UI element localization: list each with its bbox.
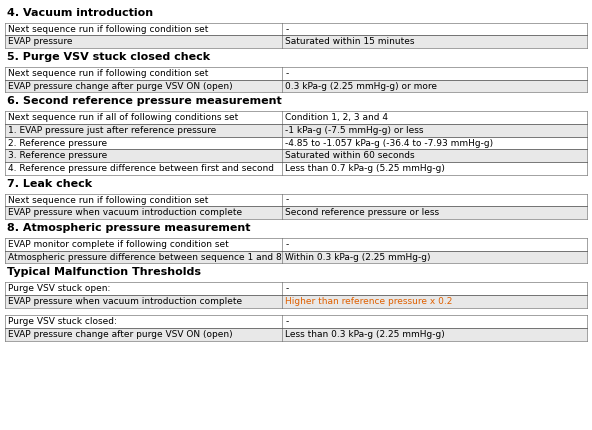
Bar <box>282 111 587 124</box>
Bar <box>282 23 587 36</box>
Text: EVAP pressure change after purge VSV ON (open): EVAP pressure change after purge VSV ON … <box>8 82 233 91</box>
Bar <box>5 194 282 206</box>
Text: -: - <box>285 196 288 205</box>
Bar <box>5 206 282 219</box>
Bar <box>282 251 587 263</box>
Bar <box>282 137 587 149</box>
Bar <box>5 162 282 175</box>
Bar <box>5 80 282 92</box>
Text: Second reference pressure or less: Second reference pressure or less <box>285 208 439 217</box>
Text: -: - <box>285 317 288 326</box>
Text: Next sequence run if all of following conditions set: Next sequence run if all of following co… <box>8 113 239 122</box>
Text: -1 kPa-g (-7.5 mmHg-g) or less: -1 kPa-g (-7.5 mmHg-g) or less <box>285 126 424 135</box>
Bar <box>282 282 587 295</box>
Text: 7. Leak check: 7. Leak check <box>7 178 92 189</box>
Bar <box>5 137 282 149</box>
Text: -: - <box>285 25 288 34</box>
Text: Within 0.3 kPa-g (2.25 mmHg-g): Within 0.3 kPa-g (2.25 mmHg-g) <box>285 252 431 261</box>
Bar <box>282 238 587 251</box>
Bar <box>5 295 282 307</box>
Bar <box>282 162 587 175</box>
Bar <box>5 282 282 295</box>
Text: Next sequence run if following condition set: Next sequence run if following condition… <box>8 25 208 34</box>
Text: -: - <box>285 284 288 293</box>
Bar <box>5 23 282 36</box>
Bar <box>5 124 282 137</box>
Text: Purge VSV stuck open:: Purge VSV stuck open: <box>8 284 111 293</box>
Text: -: - <box>285 240 288 249</box>
Bar <box>282 124 587 137</box>
Text: Typical Malfunction Thresholds: Typical Malfunction Thresholds <box>7 267 201 277</box>
Text: 5. Purge VSV stuck closed check: 5. Purge VSV stuck closed check <box>7 52 210 62</box>
Text: Higher than reference pressure x 0.2: Higher than reference pressure x 0.2 <box>285 297 453 306</box>
Bar <box>282 295 587 307</box>
Bar <box>282 67 587 80</box>
Text: EVAP pressure when vacuum introduction complete: EVAP pressure when vacuum introduction c… <box>8 297 242 306</box>
Bar <box>282 35 587 48</box>
Text: Less than 0.3 kPa-g (2.25 mmHg-g): Less than 0.3 kPa-g (2.25 mmHg-g) <box>285 330 445 339</box>
Bar <box>5 238 282 251</box>
Text: -: - <box>285 69 288 78</box>
Bar <box>282 328 587 341</box>
Bar <box>282 80 587 92</box>
Text: 8. Atmospheric pressure measurement: 8. Atmospheric pressure measurement <box>7 223 250 233</box>
Bar <box>5 251 282 263</box>
Text: 3. Reference pressure: 3. Reference pressure <box>8 151 108 160</box>
Bar <box>282 315 587 328</box>
Text: Less than 0.7 kPa-g (5.25 mmHg-g): Less than 0.7 kPa-g (5.25 mmHg-g) <box>285 164 445 173</box>
Text: 6. Second reference pressure measurement: 6. Second reference pressure measurement <box>7 96 281 106</box>
Text: EVAP monitor complete if following condition set: EVAP monitor complete if following condi… <box>8 240 229 249</box>
Bar <box>5 67 282 80</box>
Text: Saturated within 60 seconds: Saturated within 60 seconds <box>285 151 415 160</box>
Bar <box>5 35 282 48</box>
Bar <box>5 111 282 124</box>
Text: 2. Reference pressure: 2. Reference pressure <box>8 138 107 147</box>
Text: -4.85 to -1.057 kPa-g (-36.4 to -7.93 mmHg-g): -4.85 to -1.057 kPa-g (-36.4 to -7.93 mm… <box>285 138 494 147</box>
Bar <box>5 149 282 162</box>
Text: Condition 1, 2, 3 and 4: Condition 1, 2, 3 and 4 <box>285 113 388 122</box>
Text: 4. Vacuum introduction: 4. Vacuum introduction <box>7 8 153 18</box>
Text: 0.3 kPa-g (2.25 mmHg-g) or more: 0.3 kPa-g (2.25 mmHg-g) or more <box>285 82 437 91</box>
Bar <box>282 206 587 219</box>
Bar <box>282 194 587 206</box>
Text: 1. EVAP pressure just after reference pressure: 1. EVAP pressure just after reference pr… <box>8 126 217 135</box>
Text: Saturated within 15 minutes: Saturated within 15 minutes <box>285 37 415 46</box>
Text: Next sequence run if following condition set: Next sequence run if following condition… <box>8 69 208 78</box>
Bar <box>5 328 282 341</box>
Text: Atmospheric pressure difference between sequence 1 and 8: Atmospheric pressure difference between … <box>8 252 282 261</box>
Text: Next sequence run if following condition set: Next sequence run if following condition… <box>8 196 208 205</box>
Text: EVAP pressure when vacuum introduction complete: EVAP pressure when vacuum introduction c… <box>8 208 242 217</box>
Text: EVAP pressure change after purge VSV ON (open): EVAP pressure change after purge VSV ON … <box>8 330 233 339</box>
Text: Purge VSV stuck closed:: Purge VSV stuck closed: <box>8 317 117 326</box>
Bar <box>282 149 587 162</box>
Bar <box>5 315 282 328</box>
Text: EVAP pressure: EVAP pressure <box>8 37 73 46</box>
Text: 4. Reference pressure difference between first and second: 4. Reference pressure difference between… <box>8 164 274 173</box>
